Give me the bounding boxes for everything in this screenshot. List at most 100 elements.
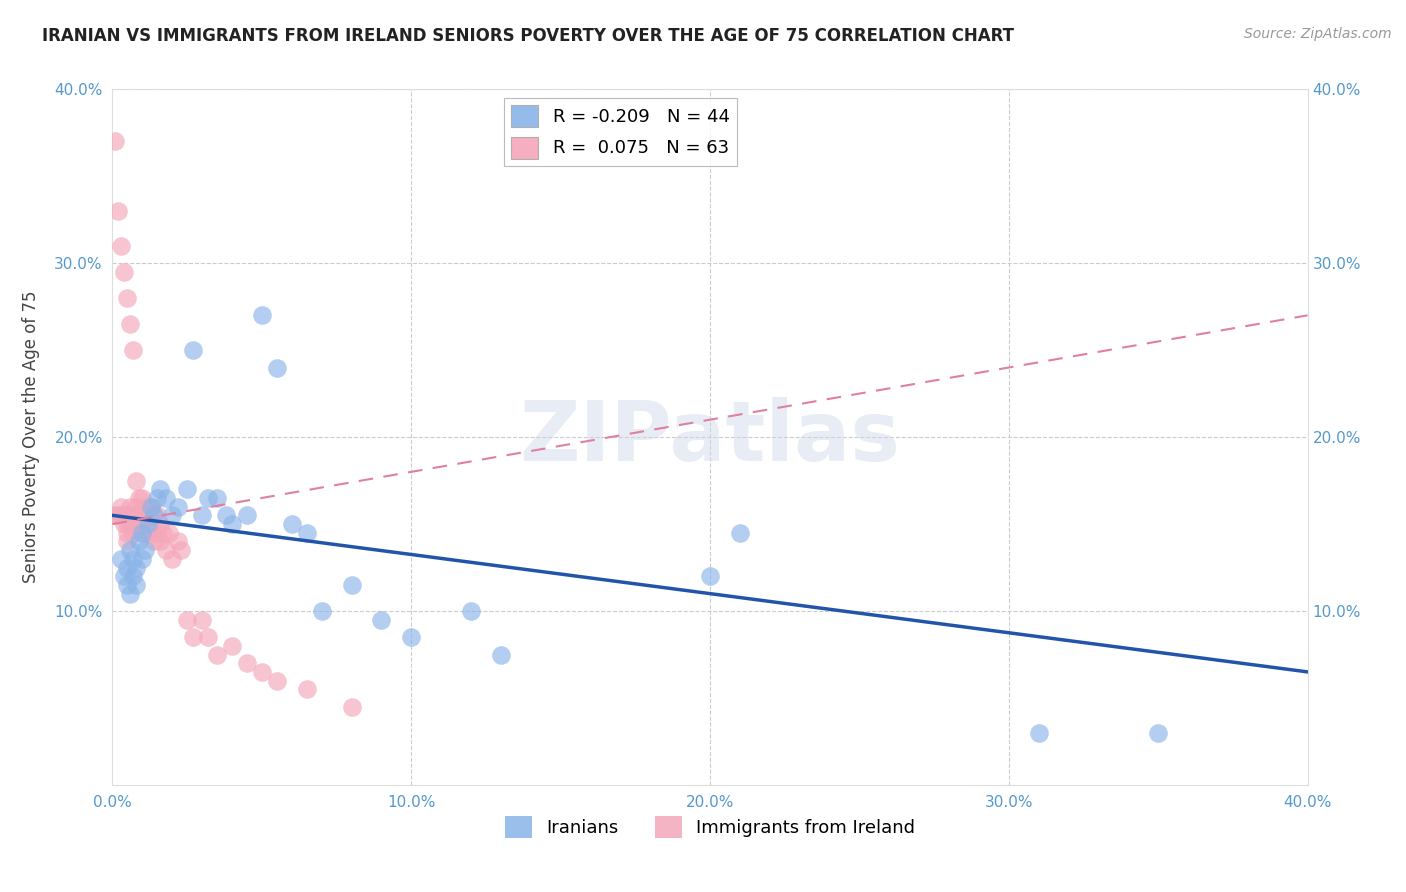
Point (146, 525, 169, 540)
Point (125, 560, 148, 574)
Point (107, 203, 129, 218)
Point (281, 516, 304, 531)
Point (141, 525, 163, 540)
Point (295, 682, 318, 697)
Point (122, 508, 145, 523)
Point (181, 343, 204, 357)
Point (110, 238, 132, 253)
Point (1028, 726, 1050, 740)
Point (1147, 726, 1170, 740)
Point (117, 516, 139, 531)
Point (110, 551, 132, 566)
Point (125, 474, 148, 488)
Point (191, 508, 214, 523)
Point (176, 482, 198, 496)
Point (125, 516, 148, 531)
Point (266, 673, 288, 688)
Point (181, 630, 204, 644)
Point (120, 587, 142, 601)
Point (728, 525, 751, 540)
Point (114, 508, 135, 523)
Point (266, 360, 288, 375)
Point (122, 343, 145, 357)
Point (699, 569, 721, 583)
Point (149, 516, 172, 531)
Point (110, 508, 132, 523)
Point (489, 648, 512, 662)
Point (170, 543, 193, 558)
Point (401, 630, 423, 644)
Point (128, 491, 150, 505)
Point (197, 630, 219, 644)
Point (149, 534, 172, 549)
Point (131, 491, 153, 505)
Point (146, 508, 169, 523)
Point (141, 500, 163, 514)
Text: Source: ZipAtlas.com: Source: ZipAtlas.com (1244, 27, 1392, 41)
Point (236, 657, 259, 671)
Point (125, 508, 148, 523)
Point (128, 534, 150, 549)
Point (155, 543, 177, 558)
Point (131, 508, 153, 523)
Point (122, 516, 145, 531)
Point (122, 569, 145, 583)
Point (131, 551, 153, 566)
Text: ZIPatlas: ZIPatlas (520, 397, 900, 477)
Point (134, 508, 156, 523)
Point (221, 639, 243, 653)
Point (236, 508, 259, 523)
Point (122, 525, 145, 540)
Point (120, 317, 142, 331)
Point (104, 508, 127, 523)
Point (134, 543, 156, 558)
Point (114, 516, 135, 531)
Point (205, 491, 228, 505)
Point (117, 291, 139, 305)
Point (125, 500, 148, 514)
Point (128, 508, 150, 523)
Point (117, 578, 139, 592)
Point (460, 604, 482, 618)
Point (146, 491, 169, 505)
Point (120, 500, 142, 514)
Point (250, 308, 273, 322)
Point (117, 560, 139, 574)
Point (107, 508, 129, 523)
Point (131, 525, 153, 540)
Point (340, 578, 363, 592)
Point (134, 525, 156, 540)
Point (167, 500, 190, 514)
Point (120, 543, 142, 558)
Point (176, 613, 198, 627)
Point (370, 613, 392, 627)
Point (215, 508, 238, 523)
Point (143, 508, 166, 523)
Point (125, 578, 148, 592)
Point (117, 525, 139, 540)
Point (120, 516, 142, 531)
Point (191, 613, 214, 627)
Point (114, 265, 135, 279)
Point (134, 500, 156, 514)
Point (167, 534, 190, 549)
Point (295, 525, 318, 540)
Y-axis label: Seniors Poverty Over the Age of 75: Seniors Poverty Over the Age of 75 (22, 291, 41, 583)
Point (197, 491, 219, 505)
Point (340, 699, 363, 714)
Point (250, 665, 273, 679)
Point (131, 516, 153, 531)
Point (143, 534, 166, 549)
Point (122, 551, 145, 566)
Point (149, 482, 172, 496)
Point (110, 500, 132, 514)
Point (114, 569, 135, 583)
Point (138, 516, 160, 531)
Point (162, 508, 183, 523)
Point (157, 525, 180, 540)
Point (128, 516, 150, 531)
Legend: R = -0.209   N = 44, R =  0.075   N = 63: R = -0.209 N = 44, R = 0.075 N = 63 (503, 98, 737, 166)
Point (117, 534, 139, 549)
Point (138, 508, 160, 523)
Point (141, 500, 163, 514)
